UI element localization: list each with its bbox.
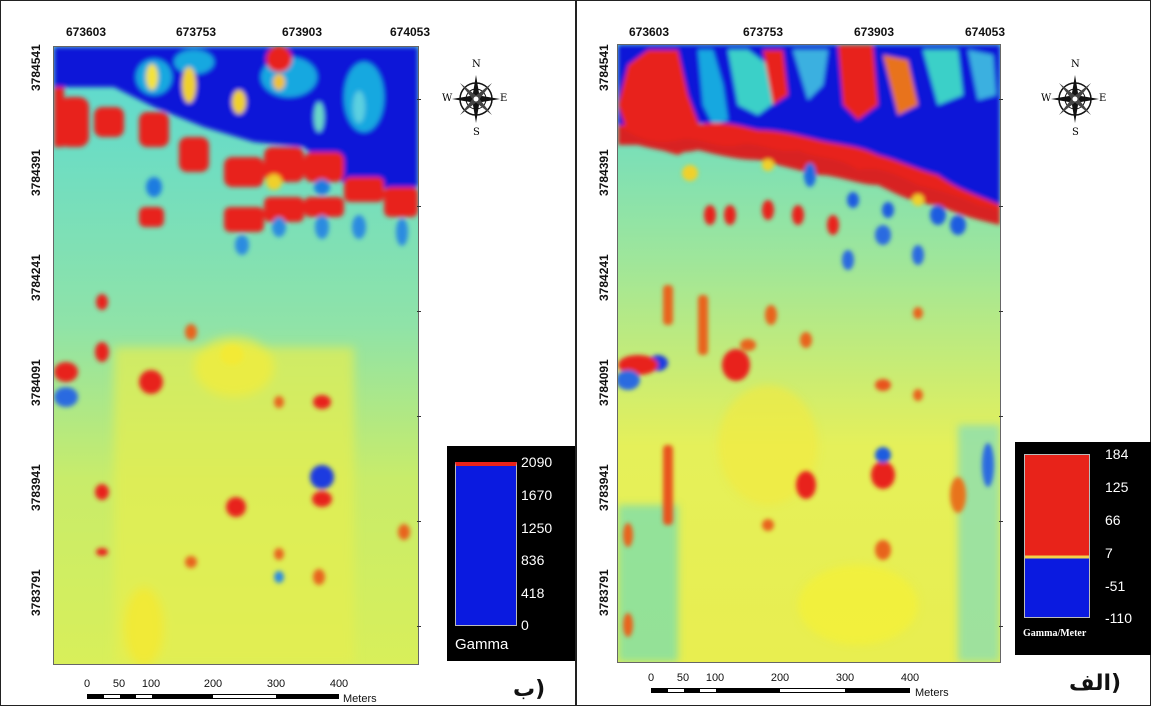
y-tick: 3784241 bbox=[29, 254, 43, 301]
legend-value: 66 bbox=[1105, 512, 1121, 528]
x-tick: 673603 bbox=[65, 25, 107, 39]
gradient-map-panel: 673603 673753 673903 674053 3784541 3784… bbox=[576, 0, 1151, 706]
y-tickmark bbox=[999, 206, 1003, 207]
compass-n: N bbox=[1071, 59, 1080, 70]
legend-color-bar bbox=[455, 462, 517, 626]
x-tick: 673903 bbox=[853, 25, 895, 39]
legend-value: 1250 bbox=[521, 520, 553, 536]
legend-value: 7 bbox=[1105, 545, 1113, 561]
x-tick: 673603 bbox=[628, 25, 670, 39]
x-tick: 673753 bbox=[175, 25, 217, 39]
scale-label: 100 bbox=[141, 678, 161, 690]
scale-label: 0 bbox=[647, 672, 655, 684]
scale-label: 200 bbox=[770, 672, 790, 684]
y-tickmark bbox=[417, 99, 421, 100]
x-tick: 674053 bbox=[964, 25, 1006, 39]
compass-e: E bbox=[500, 93, 508, 104]
y-tick: 3784391 bbox=[597, 149, 611, 196]
compass-n: N bbox=[472, 59, 481, 70]
scale-label: 300 bbox=[266, 678, 286, 690]
scale-label: 100 bbox=[705, 672, 725, 684]
y-tick: 3783941 bbox=[597, 464, 611, 511]
y-tick: 3783941 bbox=[29, 464, 43, 511]
x-tick: 674053 bbox=[389, 25, 431, 39]
legend-value: 0 bbox=[521, 617, 529, 633]
legend-value: 836 bbox=[521, 552, 545, 568]
north-arrow-icon: N S E W bbox=[1041, 59, 1107, 139]
scale-label: 50 bbox=[676, 672, 690, 684]
x-tick: 673753 bbox=[742, 25, 784, 39]
y-tick: 3784541 bbox=[29, 44, 43, 91]
gradient-legend: 184 125 66 7 -51 -110 Gamma/Meter bbox=[1015, 442, 1151, 655]
gamma-map-panel: 673603 673753 673903 674053 3784541 3784… bbox=[0, 0, 576, 706]
legend-value: -51 bbox=[1105, 578, 1126, 594]
scale-bar bbox=[651, 688, 910, 693]
gradient-heatmap-graphic bbox=[618, 45, 1000, 662]
y-tick: 3783791 bbox=[29, 569, 43, 616]
compass-w: W bbox=[442, 93, 453, 104]
gamma-heatmap-graphic bbox=[54, 47, 418, 664]
scale-label: 400 bbox=[329, 678, 349, 690]
legend-value: 125 bbox=[1105, 479, 1129, 495]
legend-title: Gamma bbox=[455, 636, 509, 653]
y-tickmark bbox=[417, 311, 421, 312]
gamma-gradient-heatmap bbox=[617, 44, 1001, 663]
compass-s: S bbox=[473, 127, 480, 138]
y-tickmark bbox=[999, 521, 1003, 522]
scale-label: 50 bbox=[112, 678, 126, 690]
scale-label: 400 bbox=[900, 672, 920, 684]
y-tickmark bbox=[417, 626, 421, 627]
y-tickmark bbox=[999, 416, 1003, 417]
legend-value: 2090 bbox=[521, 454, 553, 470]
y-tick: 3784091 bbox=[597, 359, 611, 406]
y-tickmark bbox=[417, 521, 421, 522]
legend-title: Gamma/Meter bbox=[1023, 628, 1087, 639]
gamma-heatmap bbox=[53, 46, 419, 665]
scale-label: 200 bbox=[203, 678, 223, 690]
scale-bar bbox=[87, 694, 339, 699]
y-tickmark bbox=[417, 416, 421, 417]
y-tickmark bbox=[999, 311, 1003, 312]
y-tickmark bbox=[417, 206, 421, 207]
scale-label: 0 bbox=[83, 678, 91, 690]
y-tick: 3784541 bbox=[597, 44, 611, 91]
legend-color-bar bbox=[1024, 454, 1090, 618]
legend-value: 184 bbox=[1105, 446, 1129, 462]
y-tickmark bbox=[999, 626, 1003, 627]
legend-value: -110 bbox=[1105, 610, 1132, 626]
x-tick: 673903 bbox=[281, 25, 323, 39]
gamma-legend: 2090 1670 1250 836 418 0 Gamma bbox=[447, 446, 575, 661]
compass-e: E bbox=[1099, 93, 1107, 104]
y-tick: 3784091 bbox=[29, 359, 43, 406]
panel-label: ب) bbox=[513, 677, 546, 702]
legend-value: 1670 bbox=[521, 487, 553, 503]
y-tick: 3783791 bbox=[597, 569, 611, 616]
compass-w: W bbox=[1041, 93, 1052, 104]
y-tick: 3784241 bbox=[597, 254, 611, 301]
y-tick: 3784391 bbox=[29, 149, 43, 196]
panel-label: الف) bbox=[1069, 671, 1122, 696]
legend-value: 418 bbox=[521, 585, 545, 601]
y-tickmark bbox=[999, 99, 1003, 100]
scale-unit: Meters bbox=[915, 687, 949, 699]
scale-unit: Meters bbox=[343, 693, 377, 705]
scale-label: 300 bbox=[835, 672, 855, 684]
compass-s: S bbox=[1072, 127, 1079, 138]
north-arrow-icon: N S E W bbox=[442, 59, 508, 139]
